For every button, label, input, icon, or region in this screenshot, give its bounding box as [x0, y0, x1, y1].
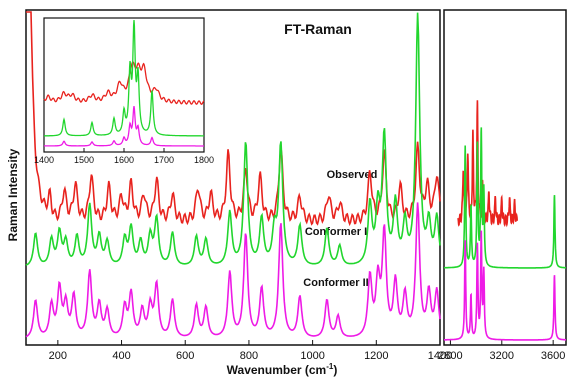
inset-x-tick-label: 1800 — [194, 155, 214, 165]
series-line-observed-panel-1 — [26, 11, 441, 227]
x-axis-label-close: ) — [333, 363, 337, 377]
x-axis-label-superscript: -1 — [326, 362, 334, 371]
inset-series-line-conformer-i — [44, 19, 204, 137]
inset-x-tick-label: 1400 — [34, 155, 54, 165]
inset-x-tick-label: 1500 — [74, 155, 94, 165]
series-label-conformer-1: Conformer I — [305, 226, 367, 238]
series-line-conformer-i-panel-1 — [25, 12, 441, 266]
x-tick-label: 3200 — [490, 350, 514, 362]
series-line-conformer-i-panel-2 — [444, 127, 566, 269]
series-line-conformer-ii-panel-1 — [25, 202, 441, 338]
x-tick-label: 2800 — [438, 350, 462, 362]
chart-title: FT-Raman — [284, 21, 352, 37]
x-axis-label: Wavenumber (cm-1) — [227, 362, 338, 377]
x-tick-label: 400 — [112, 350, 130, 362]
x-tick-label: 600 — [176, 350, 194, 362]
series-label-conformer-2: Conformer II — [303, 277, 368, 289]
inset-series-line-observed — [43, 61, 205, 106]
inset-x-tick-label: 1600 — [114, 155, 134, 165]
inset-series-line-conformer-ii — [43, 106, 204, 147]
x-tick-label: 1200 — [364, 350, 388, 362]
x-tick-label: 800 — [240, 350, 258, 362]
panel-frame-1 — [25, 9, 441, 346]
series-label-observed: Observed — [327, 169, 378, 181]
x-tick-label: 1400 — [428, 350, 452, 362]
inset-frame — [43, 17, 205, 153]
series-line-conformer-ii-panel-2 — [444, 230, 566, 341]
inset-x-tick-label: 1700 — [154, 155, 174, 165]
y-axis-label: Raman Intensity — [6, 148, 20, 241]
x-tick-label: 200 — [49, 350, 67, 362]
x-tick-label: 3600 — [541, 350, 565, 362]
x-axis-label-text: Wavenumber (cm — [227, 363, 327, 377]
panel-frame-2 — [443, 9, 567, 346]
series-line-observed-panel-2 — [457, 100, 518, 228]
x-tick-label: 1000 — [300, 350, 324, 362]
